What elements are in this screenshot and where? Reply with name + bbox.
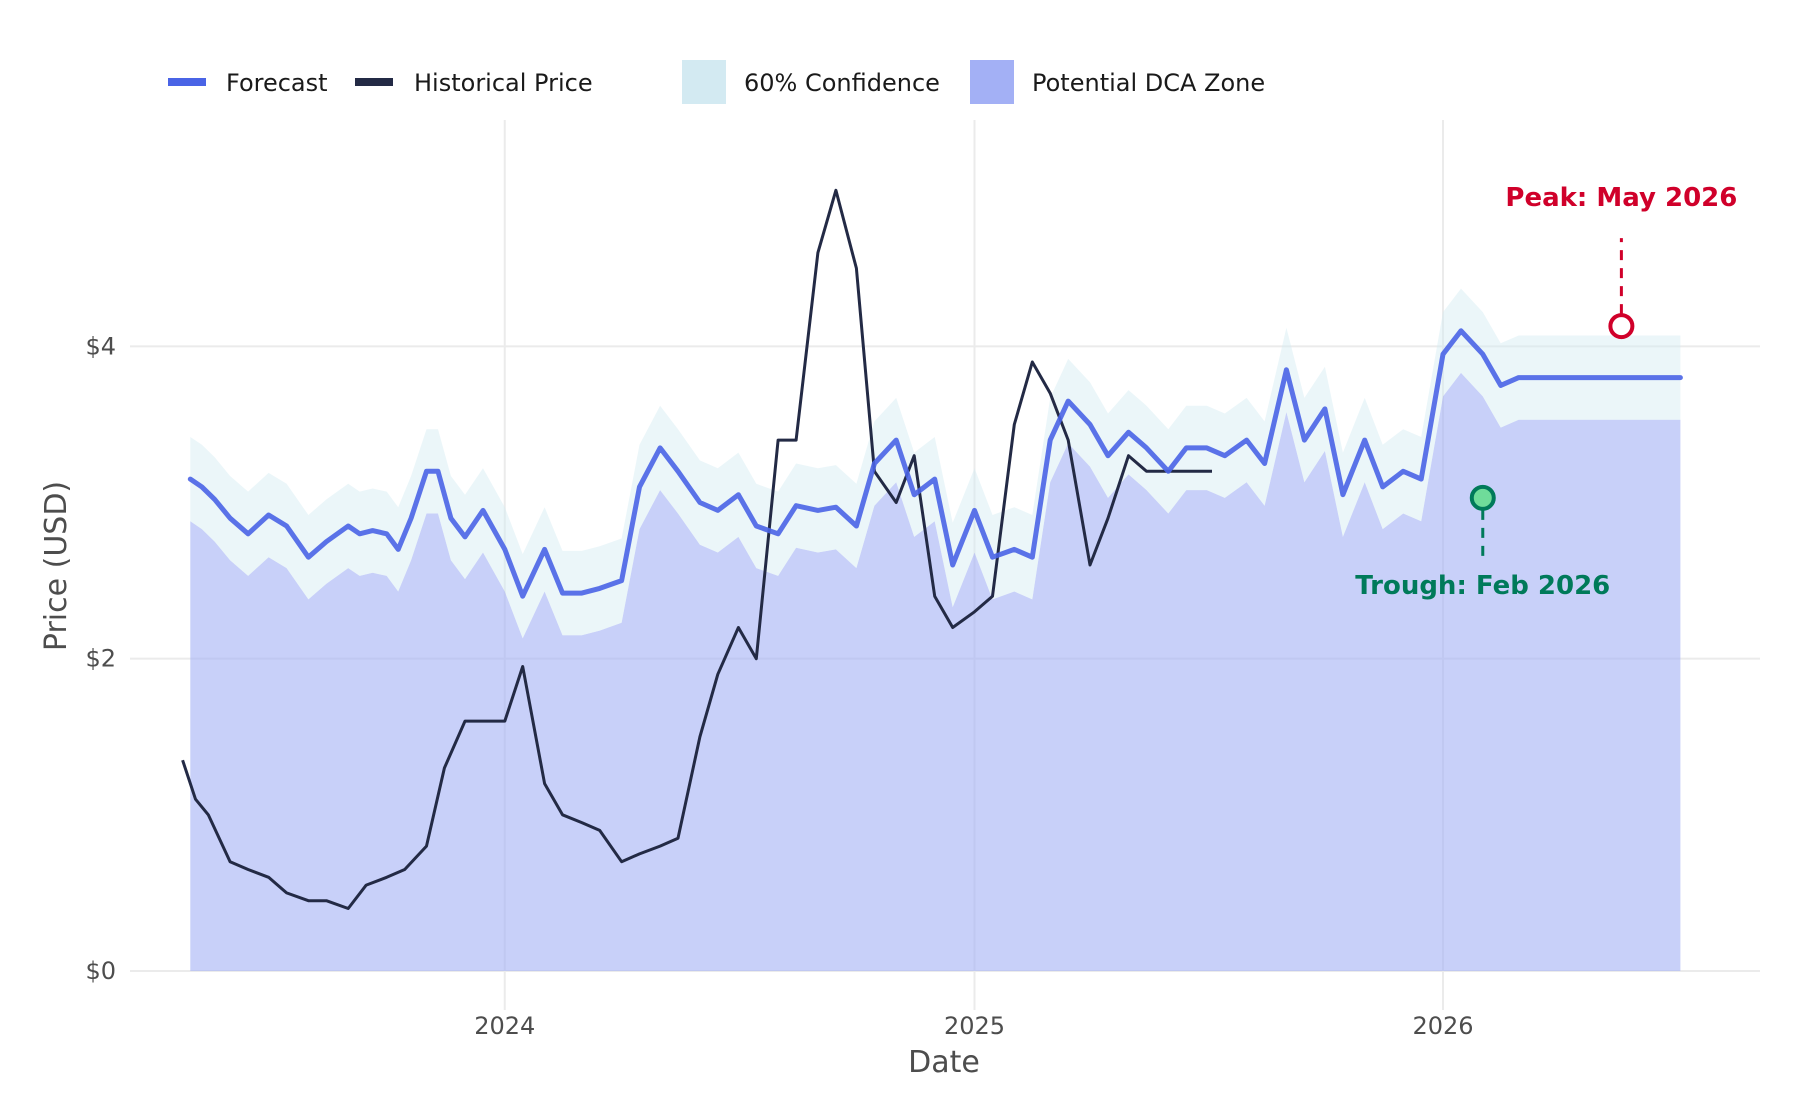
y-tick-label: $4 [85,332,116,360]
legend-historical-label: Historical Price [414,69,593,97]
peak-label: Peak: May 2026 [1505,183,1737,213]
y-tick-label: $2 [85,645,116,673]
trough-label: Trough: Feb 2026 [1355,571,1610,601]
legend-confidence-swatch [682,60,726,104]
x-tick-label: 2026 [1412,1012,1473,1040]
x-axis-title: Date [908,1045,980,1080]
forecast-line [187,328,1683,599]
area-layer [190,288,1681,971]
legend-dca-label: Potential DCA Zone [1032,69,1265,97]
legend: Forecast Historical Price 60% Confidence… [168,60,1265,104]
legend-forecast-label: Forecast [226,69,328,97]
peak-marker [1608,313,1635,340]
line-layer [181,188,1683,910]
trough-marker [1469,484,1496,511]
y-axis-title: Price (USD) [39,481,74,651]
x-tick-label: 2025 [944,1012,1005,1040]
legend-dca-swatch [970,60,1014,104]
historical-price-line [181,188,1212,910]
legend-forecast-swatch [168,78,206,86]
tick-labels: $0 $2 $4 2024 2025 2026 [85,332,1473,1040]
legend-historical-swatch [355,78,393,86]
annotation-layer: Peak: May 2026 Trough: Feb 2026 [1355,183,1737,601]
confidence-band [190,288,1681,639]
dca-zone-area [190,372,1681,971]
legend-confidence-label: 60% Confidence [744,69,940,97]
y-tick-label: $0 [85,957,116,985]
x-tick-label: 2024 [474,1012,535,1040]
